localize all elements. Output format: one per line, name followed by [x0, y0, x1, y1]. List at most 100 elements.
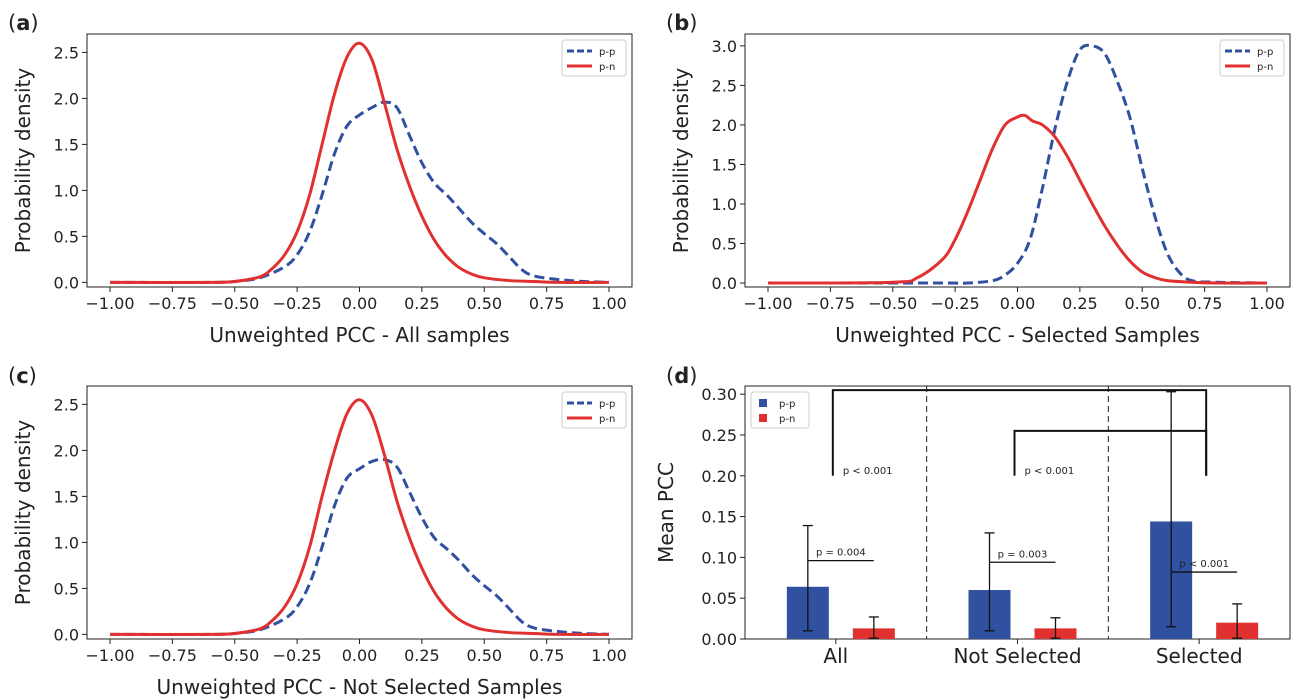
plot-frame [86, 385, 633, 640]
panel-c-density-not-selected: (c) −1.00 −0.75 −0.50 −0.25 0.00 0.25 0.50 0.75 1… [8, 364, 633, 699]
x-axis-label: Unweighted PCC - All samples [209, 323, 509, 347]
series-line-p-n [767, 113, 1268, 285]
x-tick-label: 0.50 [466, 646, 502, 665]
x-tick-label: −0.50 [210, 646, 259, 665]
y-tick-label: 0.5 [54, 227, 79, 246]
series-line-p-p [109, 100, 610, 284]
panel-letter-paren-open: ( [666, 364, 674, 388]
y-tick-label: 2.5 [54, 395, 79, 414]
legend-label: p-n [1257, 62, 1273, 73]
significance-label: p = 0.003 [998, 549, 1048, 560]
x-tick-label: −0.75 [148, 294, 197, 313]
y-tick-label: 0.0 [54, 625, 79, 644]
plot-frame [86, 33, 633, 288]
x-tick-label: 0.00 [1000, 294, 1036, 313]
comparison-label: p < 0.001 [843, 466, 893, 477]
y-axis-label: Probability density [11, 420, 35, 606]
legend-label: p-p [599, 47, 615, 58]
x-tick-label: 0.25 [404, 294, 440, 313]
x-tick-label: 0.50 [466, 294, 502, 313]
x-tick-label: 0.25 [404, 646, 440, 665]
x-tick-label: 0.25 [1062, 294, 1098, 313]
y-tick-label: 1.0 [54, 181, 79, 200]
y-tick-label: 1.5 [54, 135, 79, 154]
legend-box [1219, 39, 1285, 77]
comparison-bracket [831, 389, 1208, 476]
x-tick-label: All [823, 644, 848, 668]
y-tick-label: 3.0 [712, 37, 737, 56]
y-tick-label: 0.15 [701, 508, 737, 527]
y-tick-label: 2.0 [712, 116, 737, 135]
legend-label: p-n [599, 414, 615, 425]
legend-swatch-p-n [759, 414, 767, 422]
x-tick-label: −0.75 [148, 646, 197, 665]
panel-letter: (a) [8, 11, 39, 35]
x-tick-label: 1.00 [591, 646, 627, 665]
x-tick-label: −0.25 [931, 294, 980, 313]
x-tick-label: 1.00 [1249, 294, 1285, 313]
y-tick-label: 2.5 [712, 76, 737, 95]
series-line-p-p [767, 43, 1268, 285]
y-axis-label: Probability density [11, 68, 35, 254]
x-tick-label: −0.75 [806, 294, 855, 313]
x-tick-label: −0.25 [273, 646, 322, 665]
x-tick-label: Selected [1156, 644, 1243, 668]
y-tick-label: 1.0 [712, 195, 737, 214]
x-tick-label: −0.25 [273, 294, 322, 313]
panel-letter-paren-close: ) [30, 11, 38, 35]
x-tick-label: −1.00 [85, 646, 134, 665]
x-tick-label: 0.75 [529, 646, 565, 665]
panel-letter-paren-close: ) [689, 364, 697, 388]
x-tick-label: −0.50 [868, 294, 917, 313]
legend-swatch-p-p [759, 399, 767, 407]
y-tick-label: 0.25 [701, 426, 737, 445]
panel-letter: (c) [8, 364, 37, 388]
x-axis-label: Unweighted PCC - Not Selected Samples [157, 675, 563, 699]
y-tick-label: 0.10 [701, 548, 737, 567]
series-line-p-n [109, 398, 610, 636]
y-tick-label: 1.5 [712, 155, 737, 174]
x-tick-label: Not Selected [953, 644, 1081, 668]
legend-label: p-p [599, 399, 615, 410]
series-line-p-p [109, 457, 610, 636]
panel-letter-paren-open: ( [666, 11, 674, 35]
legend-label: p-n [779, 414, 795, 425]
x-tick-label: 0.50 [1124, 294, 1160, 313]
x-tick-label: −0.50 [210, 294, 259, 313]
legend-label: p-n [599, 62, 615, 73]
plot-frame [744, 33, 1291, 288]
y-tick-label: 0.05 [701, 589, 737, 608]
legend-box [561, 391, 627, 429]
panel-letter: (d) [666, 364, 697, 388]
y-tick-label: 0.5 [54, 579, 79, 598]
y-axis-label: Probability density [669, 68, 693, 254]
x-tick-label: 0.00 [342, 646, 378, 665]
comparison-bracket [1013, 429, 1208, 476]
significance-label: p = 0.004 [816, 548, 866, 559]
panel-b-density-selected: (b) −1.00 −0.75 −0.50 −0.25 0.00 0.25 0.50 0.75 1… [666, 11, 1291, 347]
series-line-p-n [109, 41, 610, 284]
y-tick-label: 1.5 [54, 487, 79, 506]
y-tick-label: 0.0 [54, 273, 79, 292]
comparison-label: p < 0.001 [1025, 466, 1075, 477]
y-tick-label: 0.30 [701, 385, 737, 404]
x-tick-label: 1.00 [591, 294, 627, 313]
legend-label: p-p [1257, 47, 1273, 58]
panel-letter-paren-close: ) [689, 11, 697, 35]
panel-letter-value: a [16, 11, 30, 35]
legend-label: p-p [779, 399, 795, 410]
legend-box [561, 39, 627, 77]
panel-letter-value: b [674, 11, 689, 35]
y-tick-label: 1.0 [54, 533, 79, 552]
panel-a-density-all: (a) −1.00 −0.75 −0.50 −0.25 0.00 0.25 0.50 0.75 1… [8, 11, 633, 347]
y-tick-label: 0.0 [712, 274, 737, 293]
x-tick-label: 0.75 [1187, 294, 1223, 313]
y-tick-label: 2.0 [54, 441, 79, 460]
y-tick-label: 0.5 [712, 235, 737, 254]
y-axis-label: Mean PCC [654, 462, 678, 563]
panel-d-mean-pcc-bars: (d) 0.00 0.05 0.10 0.15 0.20 0.25 0.30 Mean PCC A… [654, 364, 1291, 668]
x-tick-label: 0.75 [529, 294, 565, 313]
x-axis-label: Unweighted PCC - Selected Samples [835, 323, 1200, 347]
y-tick-label: 2.5 [54, 43, 79, 62]
